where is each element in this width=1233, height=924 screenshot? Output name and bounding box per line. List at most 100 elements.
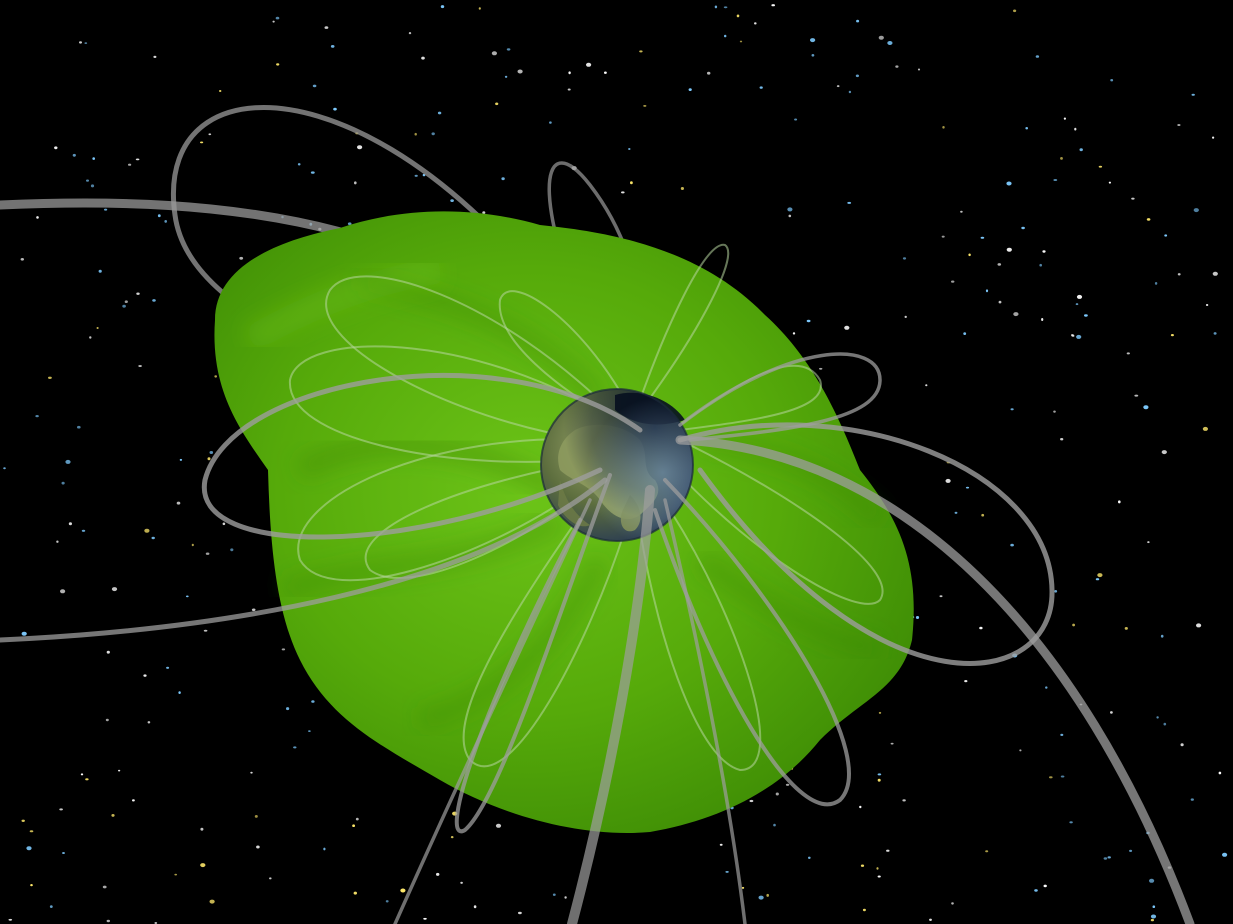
star xyxy=(408,31,412,35)
star xyxy=(62,852,65,854)
star xyxy=(1076,294,1083,299)
star xyxy=(1190,798,1194,801)
star xyxy=(250,771,253,774)
star xyxy=(549,121,552,124)
star xyxy=(979,626,983,630)
star xyxy=(749,799,754,803)
star xyxy=(1134,394,1139,397)
magnetic-field-lines-front xyxy=(0,352,1195,924)
star xyxy=(1180,743,1184,747)
star xyxy=(1218,771,1222,775)
star xyxy=(506,48,511,51)
star xyxy=(917,68,921,71)
star xyxy=(275,16,280,20)
star xyxy=(136,292,140,295)
star xyxy=(878,35,884,40)
star xyxy=(877,875,881,878)
star xyxy=(604,71,607,74)
star xyxy=(960,210,963,213)
field-line-bottom-right-out xyxy=(663,498,747,924)
star xyxy=(437,111,442,115)
star xyxy=(124,300,128,304)
star xyxy=(174,873,178,876)
star xyxy=(164,220,167,223)
star xyxy=(1212,271,1218,276)
star xyxy=(105,718,109,722)
star xyxy=(276,63,280,66)
star xyxy=(518,911,522,915)
star xyxy=(8,918,13,921)
star xyxy=(1039,263,1042,267)
star xyxy=(54,146,58,150)
star xyxy=(1193,208,1199,213)
star xyxy=(736,14,740,18)
star xyxy=(1154,282,1158,285)
star xyxy=(771,4,775,7)
star xyxy=(191,543,194,547)
star xyxy=(89,336,92,339)
star xyxy=(1191,93,1195,96)
star xyxy=(878,711,882,714)
star xyxy=(49,905,53,908)
star xyxy=(806,319,811,323)
star xyxy=(324,26,329,29)
star xyxy=(1010,543,1014,547)
star xyxy=(65,459,71,464)
star xyxy=(200,863,206,868)
star xyxy=(200,827,204,831)
star xyxy=(30,884,33,887)
star xyxy=(84,42,88,44)
star xyxy=(688,88,692,91)
star xyxy=(77,425,81,429)
star xyxy=(792,332,796,335)
star xyxy=(219,90,222,92)
star xyxy=(482,211,486,214)
star xyxy=(208,133,212,136)
field-line-right-small-loop xyxy=(678,352,882,442)
star xyxy=(981,513,985,517)
star xyxy=(308,730,311,732)
star xyxy=(1103,857,1108,860)
star xyxy=(719,843,723,846)
star xyxy=(628,148,631,150)
star xyxy=(310,171,315,174)
plasma-cloud xyxy=(214,211,914,833)
star xyxy=(132,799,135,802)
star xyxy=(1098,165,1103,168)
star xyxy=(759,86,763,89)
star xyxy=(323,847,326,851)
star xyxy=(621,191,625,194)
star xyxy=(1010,408,1014,411)
star xyxy=(639,50,643,53)
star xyxy=(1146,218,1151,221)
star xyxy=(941,235,945,238)
star xyxy=(951,902,954,905)
star xyxy=(205,552,210,555)
star xyxy=(92,157,95,160)
star xyxy=(680,187,685,190)
star xyxy=(330,45,335,48)
star xyxy=(1071,334,1074,337)
star xyxy=(1041,318,1044,321)
star xyxy=(414,174,418,177)
star xyxy=(1152,905,1156,908)
star xyxy=(517,69,523,74)
field-line-far-right xyxy=(675,435,1195,924)
star xyxy=(877,773,882,776)
star xyxy=(775,792,779,796)
star xyxy=(758,895,764,900)
field-line-lower-left xyxy=(0,477,608,643)
star xyxy=(230,548,234,552)
star xyxy=(495,102,499,106)
star xyxy=(353,891,357,895)
star xyxy=(414,132,417,136)
star xyxy=(214,375,217,378)
star xyxy=(954,511,958,514)
star xyxy=(81,529,86,532)
star xyxy=(1006,247,1012,252)
star xyxy=(1126,352,1130,355)
star xyxy=(209,451,214,454)
star xyxy=(106,650,110,654)
